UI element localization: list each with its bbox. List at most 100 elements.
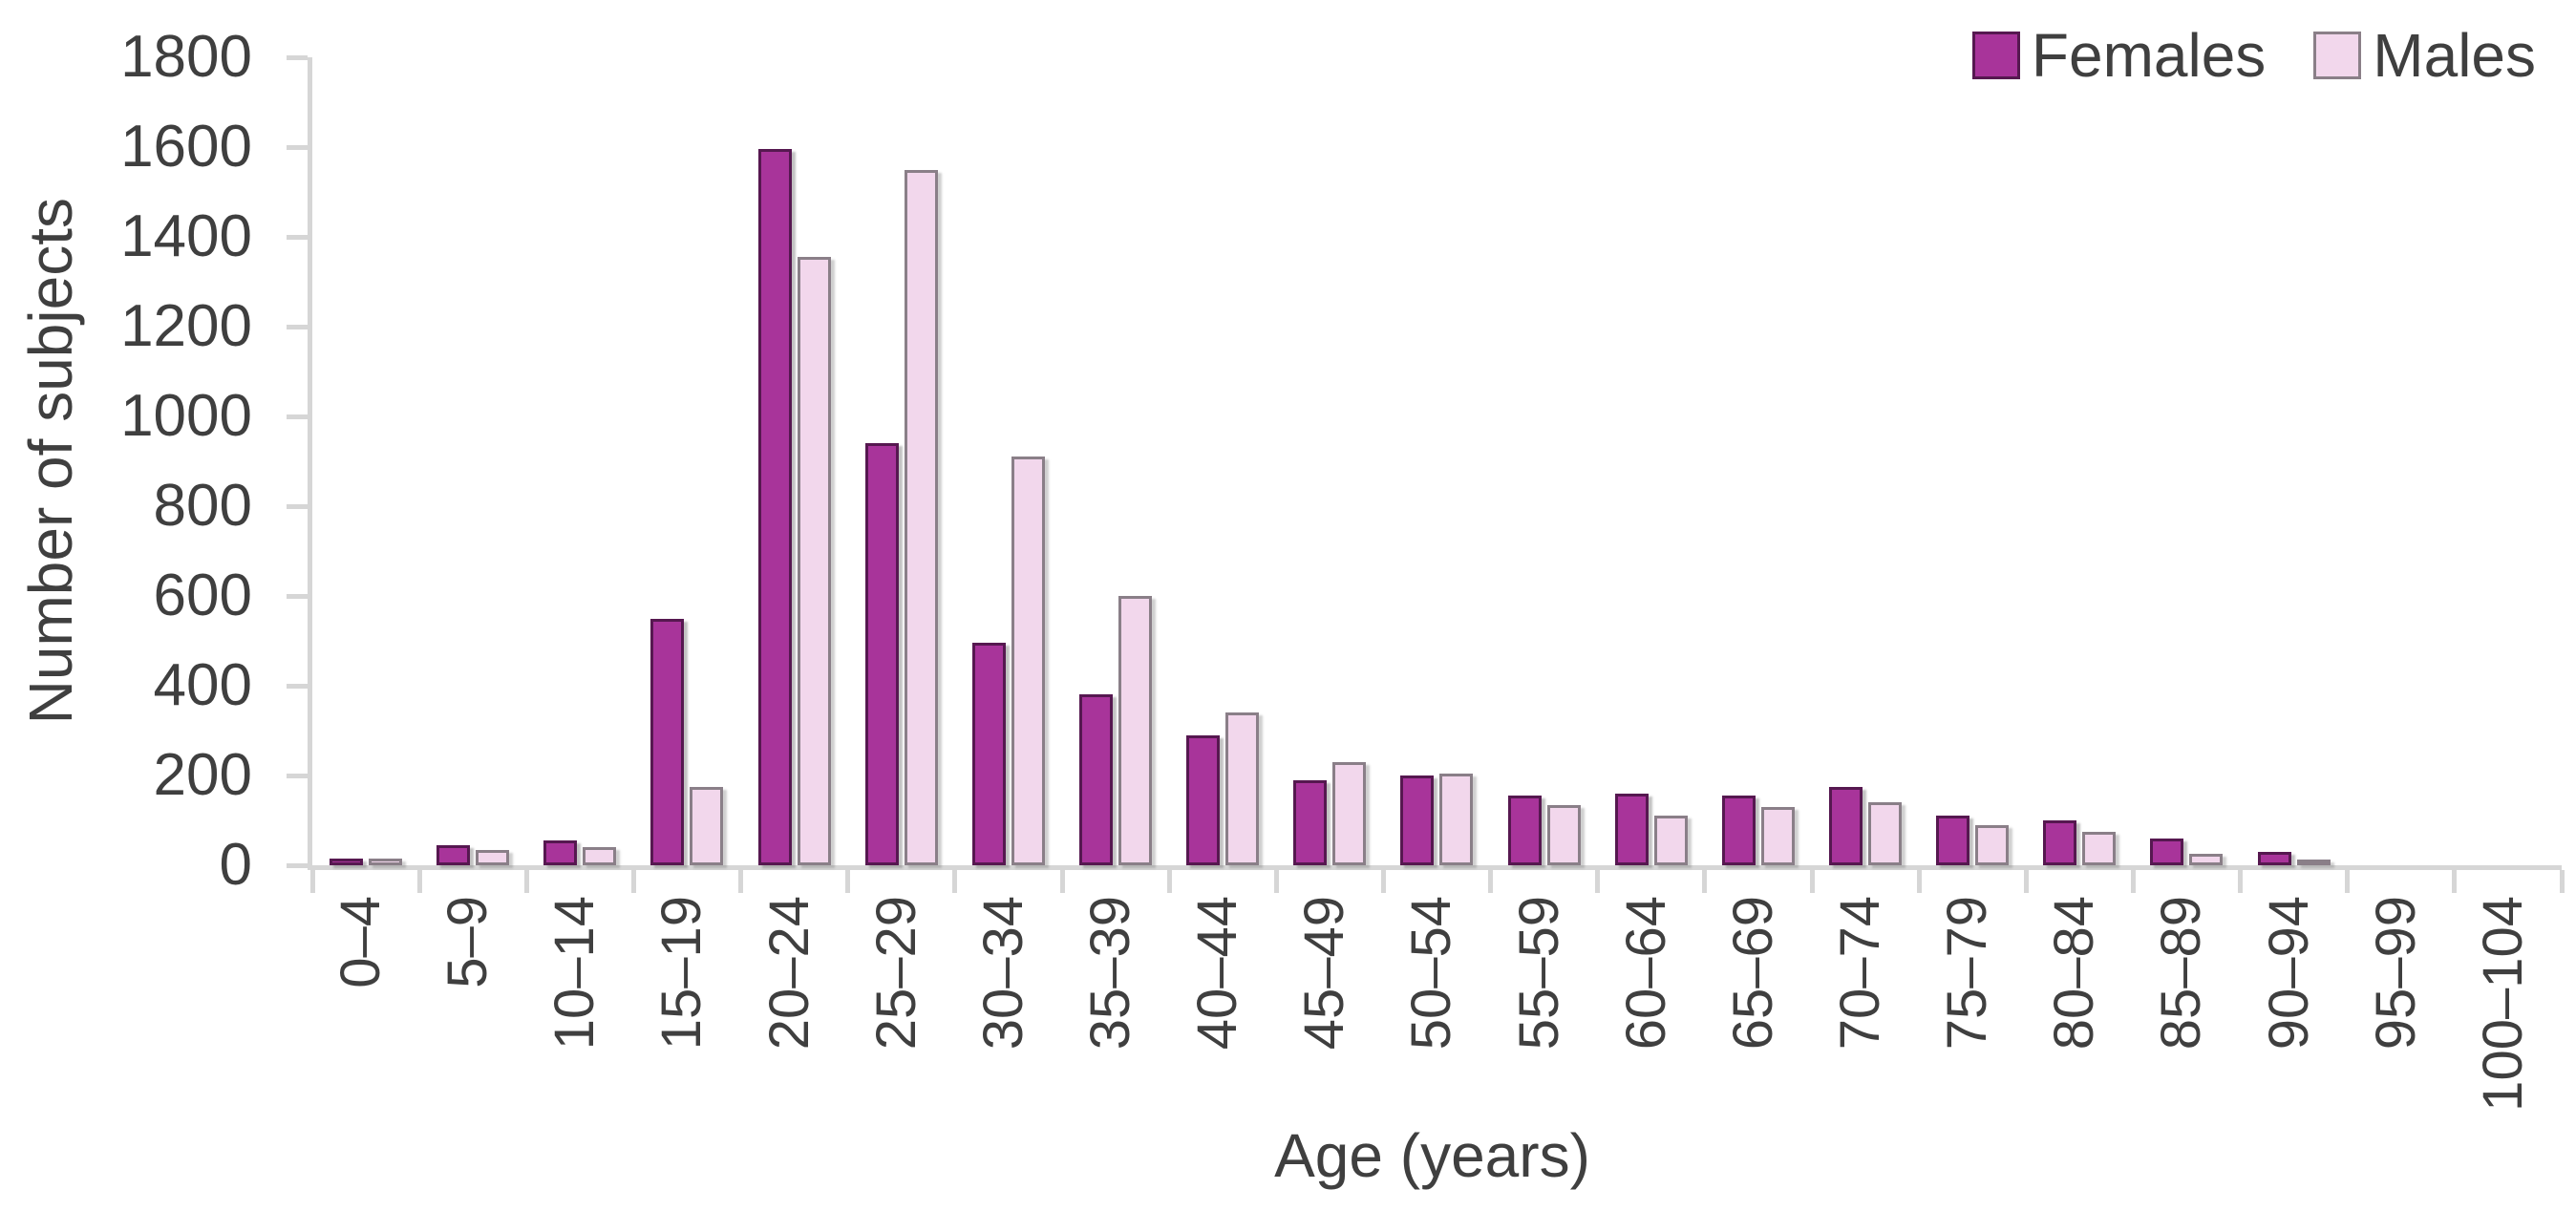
y-tick bbox=[287, 683, 308, 689]
bar-females-65–69 bbox=[1721, 796, 1756, 865]
x-tick bbox=[1166, 870, 1172, 893]
x-tick-label-cell: 15–19 bbox=[628, 896, 735, 1135]
bar-females-35–39 bbox=[1079, 694, 1114, 865]
x-tick-label-cell: 90–94 bbox=[2236, 896, 2343, 1135]
y-axis-labels: 1800 1600 1400 1200 1000 800 600 400 200 0 bbox=[0, 28, 277, 895]
x-tick-label: 45–49 bbox=[1293, 896, 1356, 1051]
x-tick-label: 100–104 bbox=[2471, 896, 2534, 1112]
x-tick bbox=[2023, 870, 2029, 893]
x-tick bbox=[2130, 870, 2136, 893]
y-tick-label: 1400 bbox=[120, 203, 252, 269]
bar-females-90–94 bbox=[2257, 851, 2291, 865]
bar-females-85–89 bbox=[2150, 838, 2184, 865]
x-tick-label: 30–34 bbox=[971, 896, 1034, 1051]
x-tick bbox=[2238, 870, 2244, 893]
x-tick bbox=[1595, 870, 1601, 893]
x-tick bbox=[416, 870, 422, 893]
bar-males-85–89 bbox=[2189, 854, 2224, 865]
y-tick-label: 200 bbox=[153, 742, 252, 808]
x-tick-label: 75–79 bbox=[1936, 896, 1999, 1051]
legend: Females Males bbox=[1971, 21, 2536, 90]
x-tick-label-cell: 0–4 bbox=[308, 896, 415, 1135]
bar-females-60–64 bbox=[1614, 793, 1649, 865]
bar-group bbox=[1598, 57, 1705, 865]
x-tick bbox=[630, 870, 636, 893]
bar-males-45–49 bbox=[1332, 761, 1367, 865]
bars-container bbox=[312, 57, 2562, 865]
x-tick-label: 80–84 bbox=[2043, 896, 2106, 1051]
x-tick-label: 15–19 bbox=[650, 896, 713, 1051]
x-tick bbox=[309, 870, 315, 893]
bar-group bbox=[2133, 57, 2240, 865]
x-tick-label: 10–14 bbox=[543, 896, 607, 1051]
x-tick-label-cell: 65–69 bbox=[1700, 896, 1807, 1135]
bar-females-5–9 bbox=[436, 844, 471, 865]
y-tick-label: 1000 bbox=[120, 383, 252, 449]
y-tick-label: 1800 bbox=[120, 24, 252, 90]
y-tick bbox=[287, 324, 308, 329]
x-tick-label: 85–89 bbox=[2150, 896, 2213, 1051]
bar-group bbox=[1169, 57, 1276, 865]
x-axis-labels: 0–4 5–9 10–14 15–19 20–24 25–29 30–34 35–39 40–4… bbox=[308, 896, 2557, 1135]
x-tick-label: 60–64 bbox=[1614, 896, 1677, 1051]
x-tick-label: 20–24 bbox=[757, 896, 820, 1051]
plot-area bbox=[287, 54, 2565, 893]
x-tick-label: 55–59 bbox=[1507, 896, 1570, 1051]
bar-group bbox=[741, 57, 848, 865]
bar-males-15–19 bbox=[690, 786, 724, 865]
bar-males-75–79 bbox=[1975, 824, 2010, 865]
y-tick-label: 800 bbox=[153, 473, 252, 539]
bar-males-35–39 bbox=[1118, 596, 1153, 865]
x-tick-label: 40–44 bbox=[1186, 896, 1249, 1051]
bar-females-75–79 bbox=[1936, 816, 1970, 865]
x-tick-label-cell: 20–24 bbox=[736, 896, 843, 1135]
x-tick-label: 35–39 bbox=[1079, 896, 1142, 1051]
x-tick bbox=[1059, 870, 1065, 893]
bar-males-10–14 bbox=[583, 847, 617, 865]
bar-males-60–64 bbox=[1653, 816, 1688, 865]
bar-males-80–84 bbox=[2082, 831, 2117, 865]
x-tick-label-cell: 55–59 bbox=[1486, 896, 1593, 1135]
bar-females-55–59 bbox=[1507, 796, 1542, 865]
x-tick-label: 50–54 bbox=[1400, 896, 1463, 1051]
x-tick-label-cell: 100–104 bbox=[2450, 896, 2557, 1135]
bar-males-30–34 bbox=[1011, 457, 1045, 865]
x-tick-label: 70–74 bbox=[1829, 896, 1892, 1051]
bar-females-45–49 bbox=[1293, 779, 1328, 865]
bar-males-0–4 bbox=[369, 858, 403, 865]
x-tick-label-cell: 95–99 bbox=[2343, 896, 2450, 1135]
x-tick bbox=[738, 870, 744, 893]
y-tick-label: 1600 bbox=[120, 114, 252, 180]
bar-group bbox=[1383, 57, 1490, 865]
bar-females-0–4 bbox=[330, 858, 364, 865]
males-swatch-icon bbox=[2313, 32, 2362, 79]
x-tick-label-cell: 50–54 bbox=[1378, 896, 1485, 1135]
x-tick-label-cell: 80–84 bbox=[2021, 896, 2128, 1135]
bar-group bbox=[2241, 57, 2348, 865]
x-tick-label: 25–29 bbox=[864, 896, 927, 1051]
bar-group bbox=[848, 57, 955, 865]
bar-group bbox=[1276, 57, 1383, 865]
x-tick-label: 0–4 bbox=[330, 896, 393, 988]
bar-females-30–34 bbox=[971, 643, 1006, 865]
bar-males-90–94 bbox=[2296, 860, 2331, 865]
y-tick bbox=[287, 503, 308, 509]
y-tick bbox=[287, 862, 308, 868]
x-tick-label-cell: 5–9 bbox=[415, 896, 522, 1135]
legend-item-males: Males bbox=[2313, 25, 2536, 86]
x-tick-label: 90–94 bbox=[2257, 896, 2320, 1051]
x-tick bbox=[1488, 870, 1494, 893]
bar-males-20–24 bbox=[797, 257, 831, 865]
x-tick bbox=[952, 870, 958, 893]
bar-group bbox=[526, 57, 633, 865]
y-tick bbox=[287, 414, 308, 419]
y-tick bbox=[287, 234, 308, 240]
bar-males-65–69 bbox=[1760, 806, 1795, 865]
y-tick bbox=[287, 773, 308, 778]
bar-males-25–29 bbox=[904, 169, 938, 865]
x-tick-label-cell: 35–39 bbox=[1057, 896, 1164, 1135]
bar-group bbox=[2026, 57, 2133, 865]
x-tick-label: 95–99 bbox=[2364, 896, 2427, 1051]
legend-label-females: Females bbox=[2031, 21, 2267, 90]
x-tick-label-cell: 70–74 bbox=[1807, 896, 1914, 1135]
